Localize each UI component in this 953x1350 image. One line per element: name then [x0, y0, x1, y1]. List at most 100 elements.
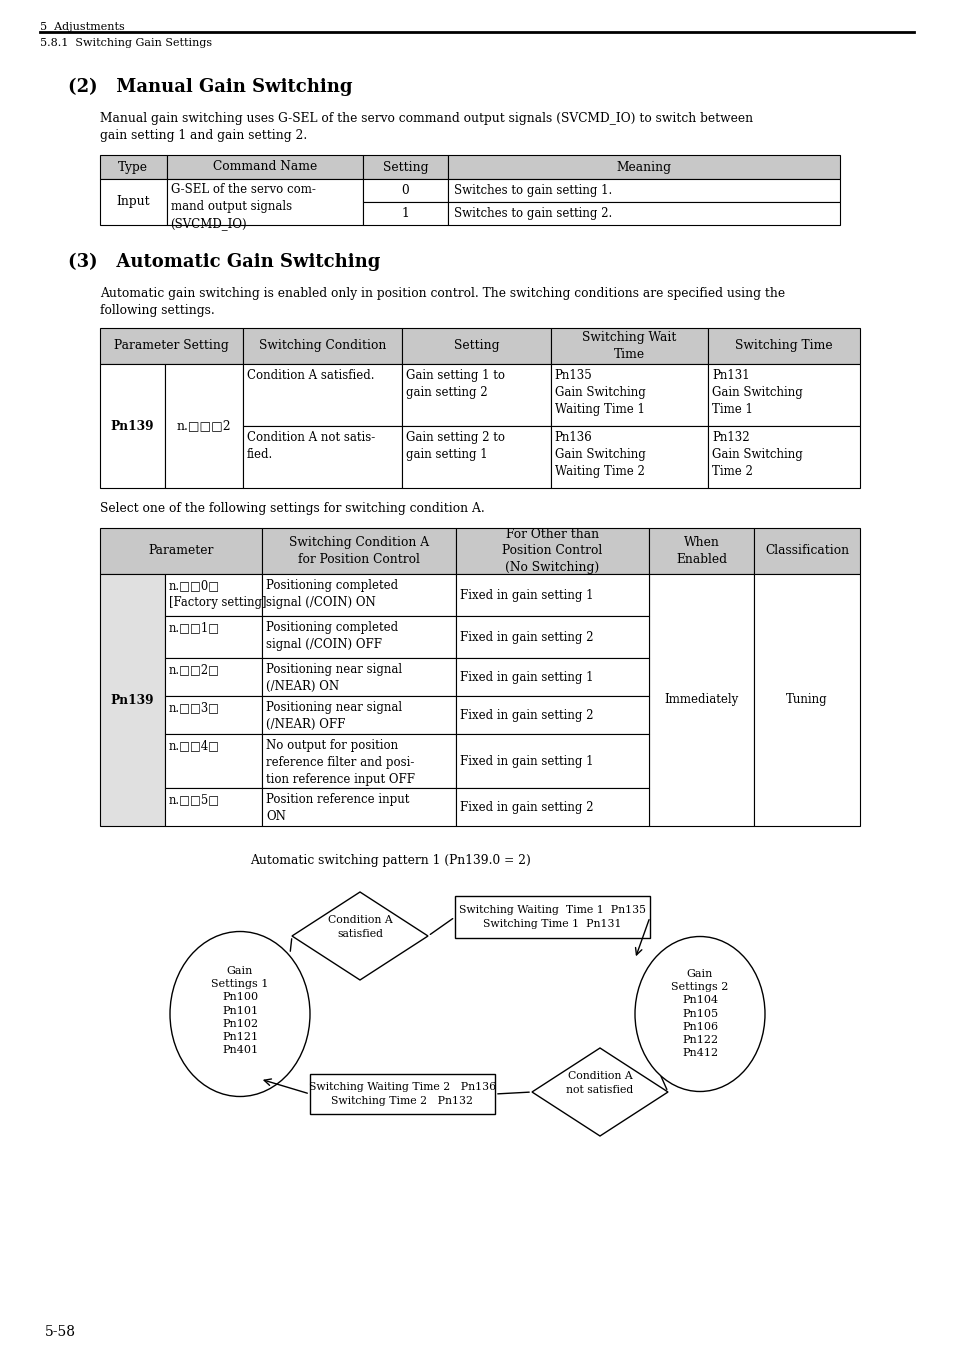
Text: Gain
Settings 2
Pn104
Pn105
Pn106
Pn122
Pn412: Gain Settings 2 Pn104 Pn105 Pn106 Pn122 …	[671, 969, 728, 1058]
Bar	[165, 657, 262, 697]
Text: Tuning: Tuning	[785, 694, 827, 706]
Bar	[100, 155, 167, 180]
Bar	[707, 328, 859, 365]
Text: Parameter Setting: Parameter Setting	[114, 339, 229, 352]
Text: (2)   Manual Gain Switching: (2) Manual Gain Switching	[68, 78, 352, 96]
Text: For Other than
Position Control
(No Switching): For Other than Position Control (No Swit…	[502, 528, 602, 575]
Bar	[262, 616, 456, 657]
Bar	[243, 427, 402, 487]
Text: Fixed in gain setting 2: Fixed in gain setting 2	[459, 801, 593, 814]
Text: Switching Waiting Time 2   Pn136
Switching Time 2   Pn132: Switching Waiting Time 2 Pn136 Switching…	[309, 1083, 496, 1106]
Text: Switching Condition: Switching Condition	[258, 339, 386, 352]
Text: Switching Condition A
for Position Control: Switching Condition A for Position Contr…	[289, 536, 429, 566]
Polygon shape	[292, 892, 428, 980]
Bar	[362, 155, 447, 180]
Bar	[649, 528, 754, 574]
Text: Condition A
satisfied: Condition A satisfied	[327, 915, 392, 938]
Bar	[402, 328, 550, 365]
Bar	[165, 616, 262, 657]
Bar	[456, 734, 649, 788]
Bar	[262, 697, 456, 734]
Bar	[243, 328, 402, 365]
Bar	[707, 364, 859, 427]
Text: Fixed in gain setting 1: Fixed in gain setting 1	[459, 755, 593, 768]
Bar	[550, 328, 707, 365]
Bar	[649, 574, 754, 826]
Text: No output for position
reference filter and posi-
tion reference input OFF: No output for position reference filter …	[266, 738, 415, 786]
Bar	[707, 427, 859, 487]
Text: Positioning near signal
(/NEAR) ON: Positioning near signal (/NEAR) ON	[266, 663, 401, 693]
Bar	[262, 788, 456, 826]
Text: Fixed in gain setting 1: Fixed in gain setting 1	[459, 589, 593, 602]
Text: n.□□0□
[Factory setting]: n.□□0□ [Factory setting]	[169, 579, 266, 609]
Text: n.□□2□: n.□□2□	[169, 663, 219, 676]
Text: Parameter: Parameter	[148, 544, 213, 558]
Text: 1: 1	[401, 207, 409, 220]
Text: Automatic gain switching is enabled only in position control. The switching cond: Automatic gain switching is enabled only…	[100, 288, 784, 317]
Text: Condition A satisfied.: Condition A satisfied.	[247, 369, 374, 382]
Bar	[165, 697, 262, 734]
Text: 5.8.1  Switching Gain Settings: 5.8.1 Switching Gain Settings	[40, 38, 212, 49]
Text: When
Enabled: When Enabled	[676, 536, 726, 566]
Bar	[456, 616, 649, 657]
Bar	[262, 734, 456, 788]
Bar	[165, 364, 243, 487]
Bar	[402, 427, 550, 487]
Text: Positioning completed
signal (/COIN) OFF: Positioning completed signal (/COIN) OFF	[266, 621, 397, 651]
Text: n.□□3□: n.□□3□	[169, 701, 219, 714]
Text: Automatic switching pattern 1 (Pn139.0 = 2): Automatic switching pattern 1 (Pn139.0 =…	[250, 855, 530, 867]
Text: 0: 0	[401, 184, 409, 197]
Text: n.□□1□: n.□□1□	[169, 621, 219, 634]
Text: n.□□5□: n.□□5□	[169, 792, 219, 806]
Text: Switching Waiting  Time 1  Pn135
Switching Time 1  Pn131: Switching Waiting Time 1 Pn135 Switching…	[458, 906, 645, 929]
Bar	[100, 180, 167, 225]
Bar	[402, 364, 550, 427]
Bar	[447, 155, 840, 180]
Text: Pn131
Gain Switching
Time 1: Pn131 Gain Switching Time 1	[711, 369, 801, 416]
Text: (3)   Automatic Gain Switching: (3) Automatic Gain Switching	[68, 252, 380, 271]
Bar	[165, 734, 262, 788]
Text: 5-58: 5-58	[45, 1324, 76, 1339]
Text: Fixed in gain setting 2: Fixed in gain setting 2	[459, 630, 593, 644]
Text: Setting: Setting	[382, 161, 428, 174]
Bar	[754, 528, 859, 574]
Bar	[456, 528, 649, 574]
Text: Switches to gain setting 1.: Switches to gain setting 1.	[454, 184, 612, 197]
Bar	[262, 528, 456, 574]
Text: Gain setting 2 to
gain setting 1: Gain setting 2 to gain setting 1	[406, 431, 505, 460]
Bar	[754, 574, 859, 826]
Bar	[456, 697, 649, 734]
Bar	[550, 427, 707, 487]
Text: n.□□□2: n.□□□2	[176, 420, 231, 432]
Bar	[310, 1075, 495, 1114]
Bar	[362, 202, 447, 225]
Text: 5  Adjustments: 5 Adjustments	[40, 22, 125, 32]
Bar	[456, 657, 649, 697]
Text: G-SEL of the servo com-
mand output signals
(SVCMD_IO): G-SEL of the servo com- mand output sign…	[171, 184, 315, 230]
Bar	[262, 657, 456, 697]
Ellipse shape	[635, 937, 764, 1092]
Text: n.□□4□: n.□□4□	[169, 738, 219, 752]
Text: Type: Type	[118, 161, 148, 174]
Text: Gain
Settings 1
Pn100
Pn101
Pn102
Pn121
Pn401: Gain Settings 1 Pn100 Pn101 Pn102 Pn121 …	[212, 967, 269, 1056]
Text: Positioning near signal
(/NEAR) OFF: Positioning near signal (/NEAR) OFF	[266, 701, 401, 730]
Text: Pn136
Gain Switching
Waiting Time 2: Pn136 Gain Switching Waiting Time 2	[554, 431, 645, 478]
Text: Position reference input
ON: Position reference input ON	[266, 792, 409, 824]
Text: Immediately: Immediately	[664, 694, 739, 706]
Bar	[100, 364, 165, 487]
Bar	[447, 202, 840, 225]
Text: Manual gain switching uses G-SEL of the servo command output signals (SVCMD_IO) : Manual gain switching uses G-SEL of the …	[100, 112, 752, 142]
Bar	[165, 574, 262, 616]
Text: Setting: Setting	[454, 339, 498, 352]
Text: Switching Time: Switching Time	[735, 339, 832, 352]
Bar	[243, 364, 402, 427]
Bar	[456, 788, 649, 826]
Text: Fixed in gain setting 1: Fixed in gain setting 1	[459, 671, 593, 683]
Text: Classification: Classification	[764, 544, 848, 558]
Bar	[165, 788, 262, 826]
Text: Switching Wait
Time: Switching Wait Time	[581, 331, 676, 360]
Text: Input: Input	[116, 196, 150, 208]
Bar	[167, 155, 362, 180]
Ellipse shape	[170, 931, 310, 1096]
Bar	[100, 574, 165, 826]
